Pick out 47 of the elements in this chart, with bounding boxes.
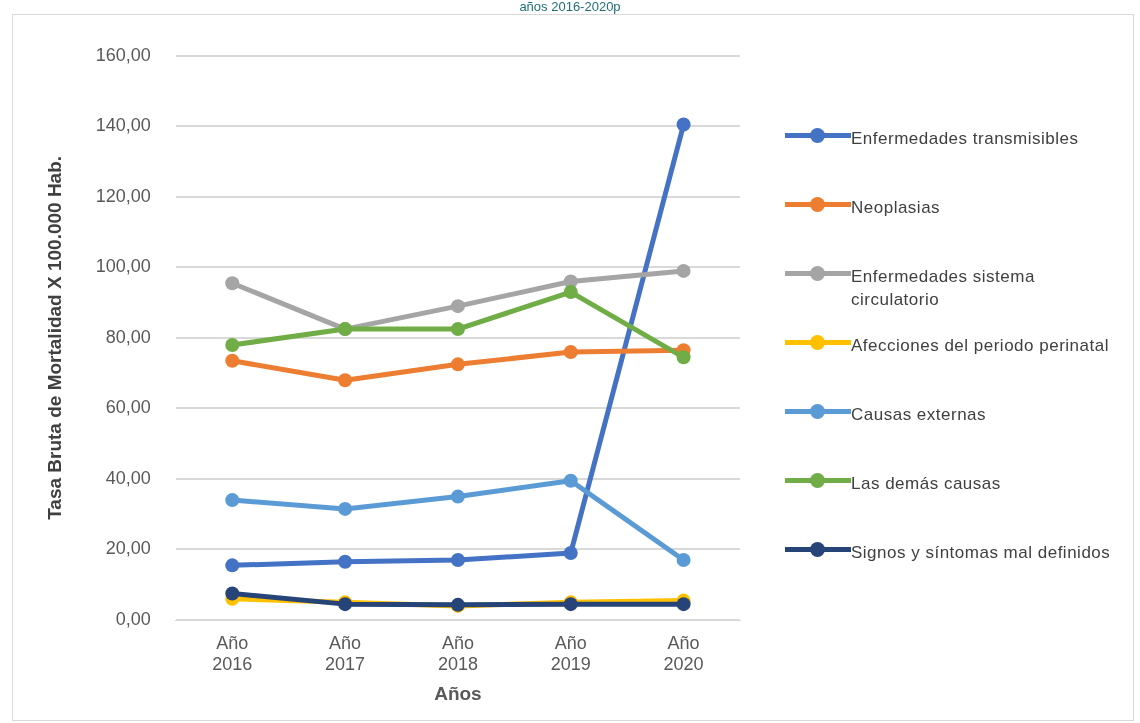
point xyxy=(563,285,578,300)
x-tick-label: Año 2020 xyxy=(663,632,704,675)
point xyxy=(450,357,465,372)
y-tick-label: 140,00 xyxy=(95,115,151,136)
legend-label: Las demás causas xyxy=(851,473,1002,495)
point xyxy=(676,117,691,132)
chart-title: años 2016-2020p xyxy=(518,0,622,14)
legend-label: Enfermedades sistema circulatorio xyxy=(851,266,1036,311)
y-tick-label: 100,00 xyxy=(95,256,151,277)
point xyxy=(225,353,240,368)
point xyxy=(676,553,691,568)
point xyxy=(225,586,240,601)
point xyxy=(338,554,353,569)
point xyxy=(450,489,465,504)
y-tick-label: 20,00 xyxy=(105,538,151,559)
point xyxy=(338,373,353,388)
point xyxy=(676,350,691,365)
point xyxy=(225,276,240,291)
legend-label: Signos y síntomas mal definidos xyxy=(851,542,1112,564)
point xyxy=(676,263,691,278)
x-tick-label: Año 2016 xyxy=(212,632,253,675)
point xyxy=(225,558,240,573)
point xyxy=(225,337,240,352)
y-tick-label: 160,00 xyxy=(95,44,151,65)
point xyxy=(563,473,578,488)
y-tick-label: 0,00 xyxy=(115,608,151,629)
point xyxy=(676,597,691,612)
point xyxy=(450,299,465,314)
x-tick-label: Año 2017 xyxy=(325,632,366,675)
point xyxy=(338,501,353,516)
point xyxy=(563,345,578,360)
y-tick-label: 120,00 xyxy=(95,185,151,206)
point xyxy=(450,553,465,568)
y-axis-title: Tasa Bruta de Mortalidad X 100.000 Hab. xyxy=(43,155,65,520)
point xyxy=(563,546,578,560)
legend-label: Enfermedades transmisibles xyxy=(851,128,1080,150)
y-tick-label: 80,00 xyxy=(105,326,151,347)
point xyxy=(450,322,465,337)
y-tick-label: 40,00 xyxy=(105,467,151,488)
x-axis-title: Años xyxy=(434,682,482,704)
x-tick-label: Año 2018 xyxy=(437,632,478,675)
legend-label: Neoplasias xyxy=(851,197,942,219)
legend-label: Causas externas xyxy=(851,404,988,426)
point xyxy=(225,493,240,508)
legend-label: Afecciones del periodo perinatal xyxy=(851,335,1110,357)
x-tick-label: Año 2019 xyxy=(550,632,591,675)
y-tick-label: 60,00 xyxy=(105,397,151,418)
